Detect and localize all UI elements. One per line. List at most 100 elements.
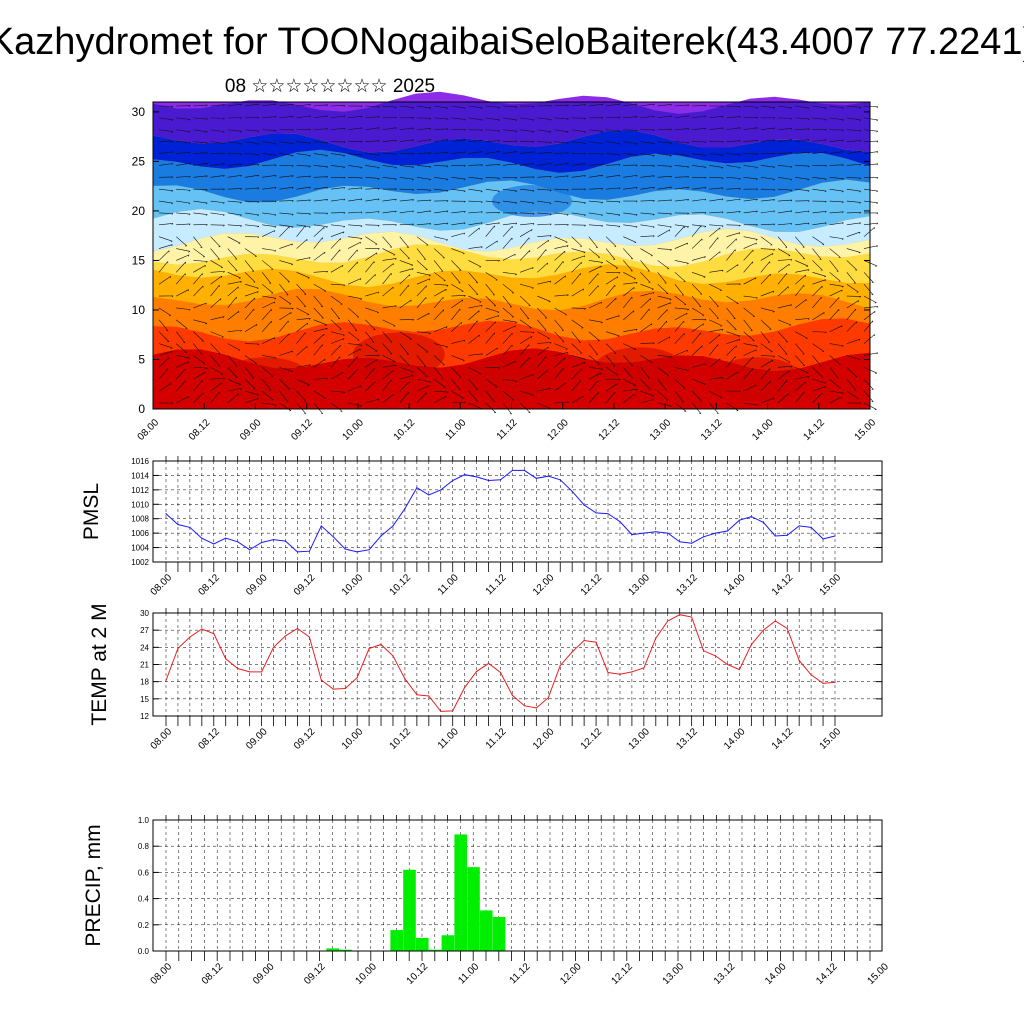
x-tick-label: 11.00 (456, 961, 481, 986)
series-point (787, 535, 788, 536)
x-tick-label: 12.00 (545, 417, 571, 443)
y-tick-label: 1004 (131, 544, 149, 553)
series-point (703, 650, 704, 651)
series-point (380, 535, 381, 536)
x-tick-label: 09.12 (302, 961, 328, 987)
series-point (452, 480, 453, 481)
x-tick-label: 11.00 (443, 417, 468, 442)
x-tick-label: 14.00 (722, 726, 748, 752)
grid (153, 461, 882, 562)
series-point (357, 551, 358, 552)
x-tick-label: 14.00 (750, 417, 776, 443)
series-point (309, 551, 310, 552)
y-tick-label: 0.4 (138, 895, 150, 904)
y-tick-label: 0.6 (138, 868, 150, 877)
y-tick-label: 1010 (131, 500, 149, 509)
series-point (321, 679, 322, 680)
x-tick-label: 14.12 (814, 961, 840, 987)
series-point (822, 683, 823, 684)
y-tick-label: 15 (132, 253, 146, 267)
series-point (488, 480, 489, 481)
x-tick-label: 14.12 (770, 572, 796, 598)
x-tick-label: 10.12 (388, 572, 414, 598)
plot-frame (153, 820, 882, 951)
series-point (476, 476, 477, 477)
series-point (189, 636, 190, 637)
precip-bar (454, 834, 467, 951)
y-tick-label: 20 (132, 204, 146, 218)
x-tick-label: 09.12 (292, 572, 318, 598)
series-point (631, 534, 632, 535)
warm-core (353, 333, 445, 377)
x-tick-label: 10.00 (341, 417, 367, 443)
series-point (428, 494, 429, 495)
series-point (225, 538, 226, 539)
series-point (691, 543, 692, 544)
series-point (572, 651, 573, 652)
x-tick-label: 14.00 (722, 572, 748, 598)
series-point (595, 512, 596, 513)
series-point (440, 489, 441, 490)
x-tick-label: 11.00 (436, 572, 461, 597)
series-point (787, 628, 788, 629)
y-tick-label: 1002 (131, 558, 149, 567)
series-point (237, 668, 238, 669)
x-tick-label: 11.12 (508, 961, 533, 986)
series-point (500, 479, 501, 480)
series-point (715, 533, 716, 534)
y-tick-label: 18 (140, 678, 149, 687)
series-point (834, 535, 835, 536)
precip-bar (390, 930, 403, 951)
series-point (404, 508, 405, 509)
x-tick-label: 09.12 (289, 417, 315, 443)
series-point (201, 538, 202, 539)
x-tick-label: 13.00 (648, 417, 674, 443)
x-tick-label: 15.00 (818, 572, 844, 598)
series-point (488, 663, 489, 664)
x-tick-label: 12.00 (531, 726, 557, 752)
y-tick-label: 0.2 (138, 921, 150, 930)
x-tick-label: 08.12 (196, 572, 222, 598)
series-point (333, 536, 334, 537)
series-point (273, 647, 274, 648)
series-point (368, 648, 369, 649)
y-tick-label: 25 (132, 154, 146, 168)
precip-bar (416, 938, 429, 951)
x-tick-label: 09.12 (292, 726, 318, 752)
y-axis-label: PRECIP, mm (82, 824, 105, 946)
series-point (357, 677, 358, 678)
series-point (309, 636, 310, 637)
x-tick-label: 15.00 (853, 417, 879, 443)
series-point (619, 521, 620, 522)
x-tick-label: 08.00 (136, 417, 162, 443)
x-tick-label: 15.00 (818, 726, 844, 752)
series-point (799, 525, 800, 526)
y-tick-label: 5 (138, 352, 145, 366)
series-point (177, 524, 178, 525)
series-point (428, 695, 429, 696)
series-point (584, 640, 585, 641)
precip-bar (442, 935, 455, 951)
series-point (595, 642, 596, 643)
series-point (679, 614, 680, 615)
series-point (715, 655, 716, 656)
precip-bar (493, 917, 506, 951)
series-point (404, 678, 405, 679)
series-point (751, 644, 752, 645)
series-point (548, 476, 549, 477)
x-tick-label: 10.00 (340, 726, 366, 752)
x-tick-label: 10.00 (340, 572, 366, 598)
series-point (679, 541, 680, 542)
series-point (201, 628, 202, 629)
series-point (584, 504, 585, 505)
series-point (225, 658, 226, 659)
series-point (560, 665, 561, 666)
x-tick-label: 10.00 (353, 961, 379, 987)
series-point (811, 527, 812, 528)
y-tick-label: 21 (140, 661, 149, 670)
series-point (619, 674, 620, 675)
series-point (643, 533, 644, 534)
x-tick-label: 10.12 (405, 961, 431, 987)
